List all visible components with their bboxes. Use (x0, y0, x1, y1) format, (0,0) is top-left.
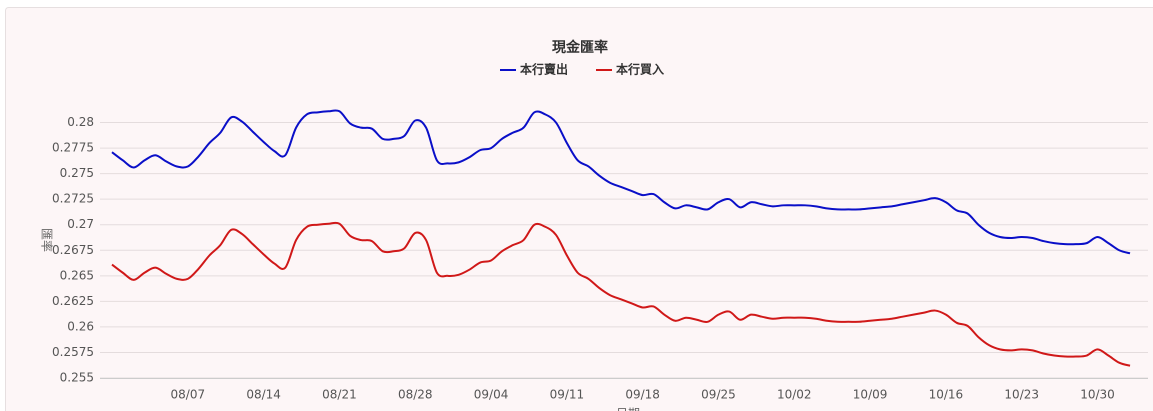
legend-label: 本行買入 (616, 62, 664, 77)
y-tick-label: 0.28 (67, 115, 94, 129)
x-tick-label: 10/16 (929, 388, 964, 402)
legend-label: 本行賣出 (520, 62, 568, 77)
chart-title: 現金匯率 (552, 39, 608, 56)
x-tick-label: 09/25 (701, 388, 736, 402)
y-axis-label: 匯率 (40, 228, 55, 252)
y-tick-label: 0.26 (67, 319, 94, 333)
y-tick-label: 0.2775 (52, 141, 94, 155)
y-tick-label: 0.255 (60, 371, 94, 385)
x-tick-label: 08/07 (171, 388, 206, 402)
x-tick-label: 08/28 (398, 388, 433, 402)
x-tick-label: 10/02 (777, 388, 812, 402)
x-tick-label: 10/30 (1080, 388, 1115, 402)
y-tick-label: 0.2625 (52, 294, 94, 308)
x-tick-label: 08/21 (322, 388, 357, 402)
x-tick-label: 08/14 (246, 388, 281, 402)
y-tick-label: 0.27 (67, 217, 94, 231)
x-tick-label: 10/23 (1004, 388, 1039, 402)
x-tick-label: 09/11 (550, 388, 585, 402)
y-tick-label: 0.2725 (52, 192, 94, 206)
series-line (111, 109, 1131, 255)
x-axis-label: 日期 (616, 407, 640, 411)
x-tick-label: 10/09 (853, 388, 888, 402)
y-tick-label: 0.2575 (52, 345, 94, 359)
y-tick-label: 0.275 (60, 166, 94, 180)
chart-panel (5, 7, 1153, 411)
y-tick-label: 0.2675 (52, 243, 94, 257)
y-tick-label: 0.265 (60, 268, 94, 282)
x-tick-label: 09/18 (625, 388, 660, 402)
x-tick-label: 09/04 (474, 388, 509, 402)
series-line (111, 221, 1131, 367)
